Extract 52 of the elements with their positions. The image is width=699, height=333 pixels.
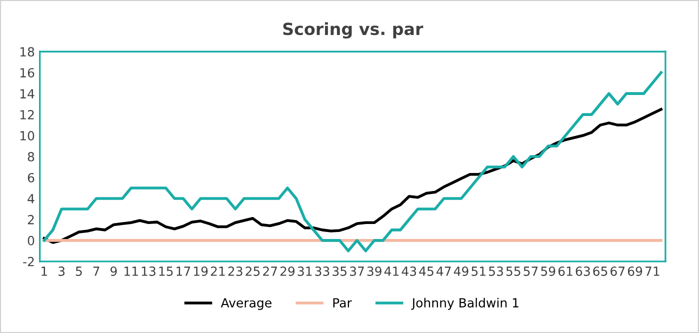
x-tick-label: 25 — [246, 266, 260, 276]
x-tick-label: 67 — [610, 266, 625, 276]
y-tick-label: 0 — [28, 236, 34, 246]
x-tick-label: 41 — [384, 266, 399, 276]
y-tick-label: 12 — [20, 110, 34, 120]
chart-title: Scoring vs. par — [283, 22, 424, 39]
x-tick-label: 1 — [42, 266, 48, 276]
y-tick-label: 4 — [28, 194, 34, 204]
y-tick-label: 10 — [20, 131, 34, 140]
x-tick-label: 33 — [315, 266, 330, 276]
x-tick-label: 5 — [76, 266, 82, 276]
y-tick-label: 14 — [20, 89, 34, 98]
line-series — [42, 71, 662, 252]
x-tick-label: 43 — [402, 266, 416, 276]
y-tick-label: 2 — [28, 214, 34, 224]
x-tick-label: 53 — [489, 266, 503, 276]
x-tick-label: 39 — [367, 266, 382, 276]
x-tick-label: 69 — [628, 266, 642, 276]
y-tick-label: 6 — [28, 172, 34, 182]
x-tick-label: 49 — [454, 266, 468, 276]
x-tick-label: 15 — [159, 266, 173, 276]
x-tick-label: 9 — [110, 266, 117, 276]
x-tick-label: 59 — [541, 266, 556, 276]
x-tick-label: 3 — [58, 266, 65, 276]
x-tick-label: 63 — [576, 266, 590, 276]
x-tick-label: 55 — [506, 266, 520, 276]
legend-label: Average — [220, 298, 272, 310]
x-tick-label: 21 — [210, 266, 225, 276]
x-tick-label: 27 — [263, 266, 277, 276]
x-tick-label: 29 — [280, 266, 295, 276]
x-tick-label: 45 — [419, 266, 434, 276]
x-tick-label: 17 — [176, 266, 190, 276]
y-tick-label: 16 — [20, 68, 34, 78]
x-tick-label: 11 — [124, 266, 138, 276]
x-tick-label: 61 — [558, 266, 572, 276]
x-tick-label: 19 — [194, 266, 208, 276]
x-tick-label: 31 — [298, 266, 312, 276]
y-tick-label: -2 — [23, 256, 34, 266]
x-tick-label: 7 — [93, 266, 100, 276]
x-tick-label: 71 — [645, 266, 660, 276]
x-tick-label: 13 — [142, 266, 156, 276]
x-tick-label: 57 — [524, 266, 538, 276]
x-tick-label: 47 — [436, 266, 451, 276]
legend-label: Par — [333, 298, 352, 308]
x-tick-label: 23 — [228, 266, 242, 276]
x-tick-label: 35 — [332, 266, 346, 276]
legend-label: Johnny Baldwin 1 — [411, 298, 518, 310]
y-tick-label: 8 — [28, 152, 34, 162]
x-tick-label: 65 — [593, 266, 608, 276]
y-tick-label: 18 — [20, 47, 34, 57]
x-tick-label: 37 — [350, 266, 364, 276]
x-tick-label: 51 — [472, 266, 486, 276]
